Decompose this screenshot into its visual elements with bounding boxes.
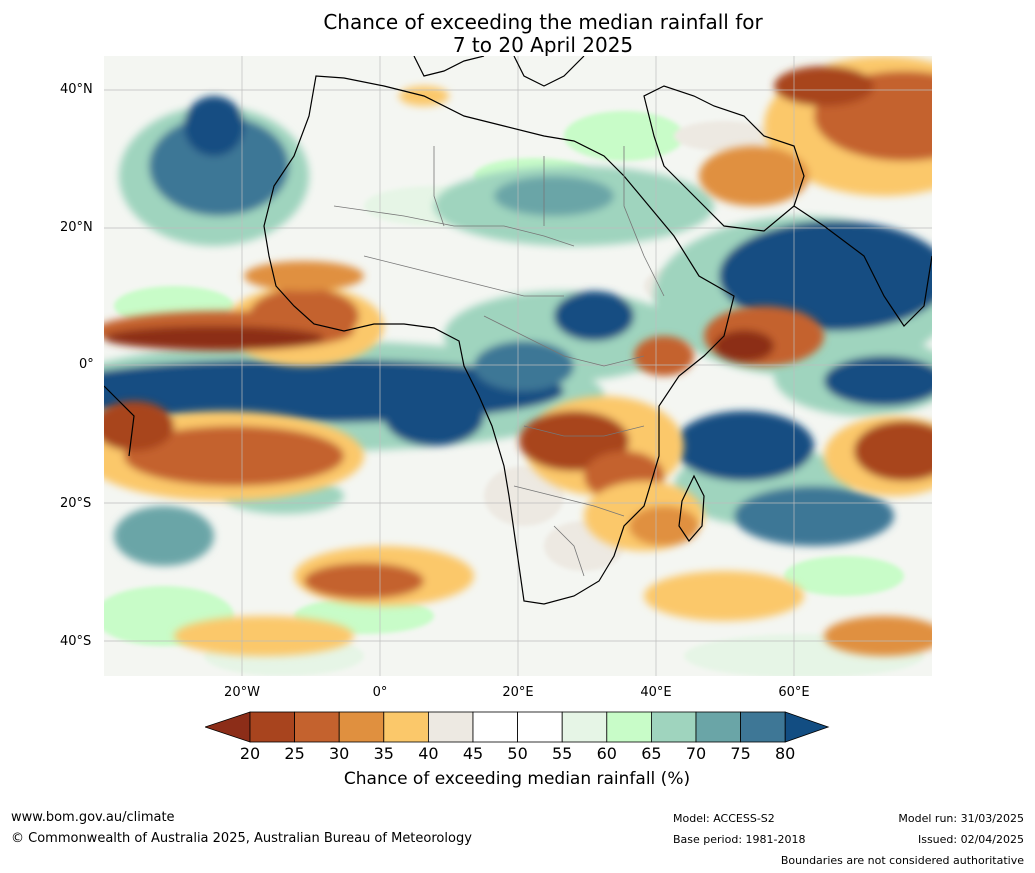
colorbar-tick-label: 40 xyxy=(418,744,439,763)
chart-title-line1: Chance of exceeding the median rainfall … xyxy=(323,10,763,34)
colorbar-segment xyxy=(606,711,652,743)
colorbar-extend-high xyxy=(784,711,830,743)
colorbar-label: Chance of exceeding median rainfall (%) xyxy=(343,769,691,789)
colorbar-tick-label: 25 xyxy=(284,744,305,763)
colorbar-segment xyxy=(294,711,340,743)
colorbar-extend-low xyxy=(205,711,251,743)
colorbar-tick-label: 65 xyxy=(641,744,662,763)
coastlines xyxy=(104,56,932,605)
graticule xyxy=(104,56,932,676)
colorbar-segment xyxy=(740,711,786,743)
lon-label-40e: 40°E xyxy=(640,685,672,700)
lon-label-20e: 20°E xyxy=(502,685,534,700)
colorbar-segment xyxy=(561,711,608,743)
colorbar-segment xyxy=(383,711,429,743)
colorbar-tick-label: 75 xyxy=(730,744,751,763)
field-dry-regions xyxy=(104,56,932,656)
lon-label-20w: 20°W xyxy=(224,685,260,700)
colorbar-segment xyxy=(695,711,741,743)
colorbar-tick-label: 80 xyxy=(775,744,796,763)
lat-label-40s: 40°S xyxy=(60,634,92,649)
lon-label-60e: 60°E xyxy=(778,685,810,700)
footer-model: Model: ACCESS-S2 xyxy=(673,812,775,825)
lat-label-20s: 20°S xyxy=(60,496,92,511)
colorbar-tick-label: 50 xyxy=(507,744,528,763)
lat-label-equator: 0° xyxy=(79,357,94,372)
footer-disclaimer: Boundaries are not considered authoritat… xyxy=(780,854,1024,867)
colorbar-tick-label: 35 xyxy=(373,744,394,763)
colorbar-segment xyxy=(472,711,518,743)
colorbar-tick-label: 55 xyxy=(552,744,573,763)
footer-issued: Issued: 02/04/2025 xyxy=(917,833,1024,846)
colorbar-segment xyxy=(427,711,474,743)
colorbar xyxy=(205,711,830,743)
lat-label-20n: 20°N xyxy=(60,220,93,235)
colorbar-segment xyxy=(517,711,563,743)
colorbar-tick-label: 20 xyxy=(239,744,261,763)
colorbar-tick-label: 70 xyxy=(685,744,707,763)
country-boundaries xyxy=(333,146,665,577)
footer-base-period: Base period: 1981-2018 xyxy=(673,833,806,846)
footer-copyright: © Commonwealth of Australia 2025, Austra… xyxy=(11,831,472,846)
footer-website: www.bom.gov.au/climate xyxy=(11,810,175,825)
colorbar-tick-label: 30 xyxy=(329,744,350,763)
rainfall-map xyxy=(104,56,932,676)
colorbar-segment xyxy=(650,711,697,743)
lon-label-0: 0° xyxy=(372,685,388,700)
colorbar-segment xyxy=(249,711,295,743)
colorbar-segment xyxy=(338,711,385,743)
colorbar-tick-label: 60 xyxy=(596,744,617,763)
colorbar-tick-label: 45 xyxy=(462,744,484,763)
rainfall-map-svg xyxy=(104,56,932,676)
lat-label-40n: 40°N xyxy=(60,82,93,97)
chart-title-line2: 7 to 20 April 2025 xyxy=(452,33,634,57)
footer-model-run: Model run: 31/03/2025 xyxy=(898,812,1024,825)
